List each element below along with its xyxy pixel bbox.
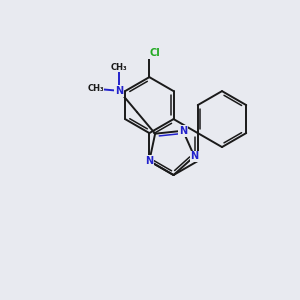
- Text: CH₃: CH₃: [111, 62, 128, 71]
- Text: CH₃: CH₃: [87, 84, 104, 93]
- Text: N: N: [179, 126, 187, 136]
- Text: N: N: [115, 86, 123, 96]
- Text: N: N: [190, 151, 198, 161]
- Text: N: N: [145, 156, 153, 166]
- Text: Cl: Cl: [149, 48, 160, 58]
